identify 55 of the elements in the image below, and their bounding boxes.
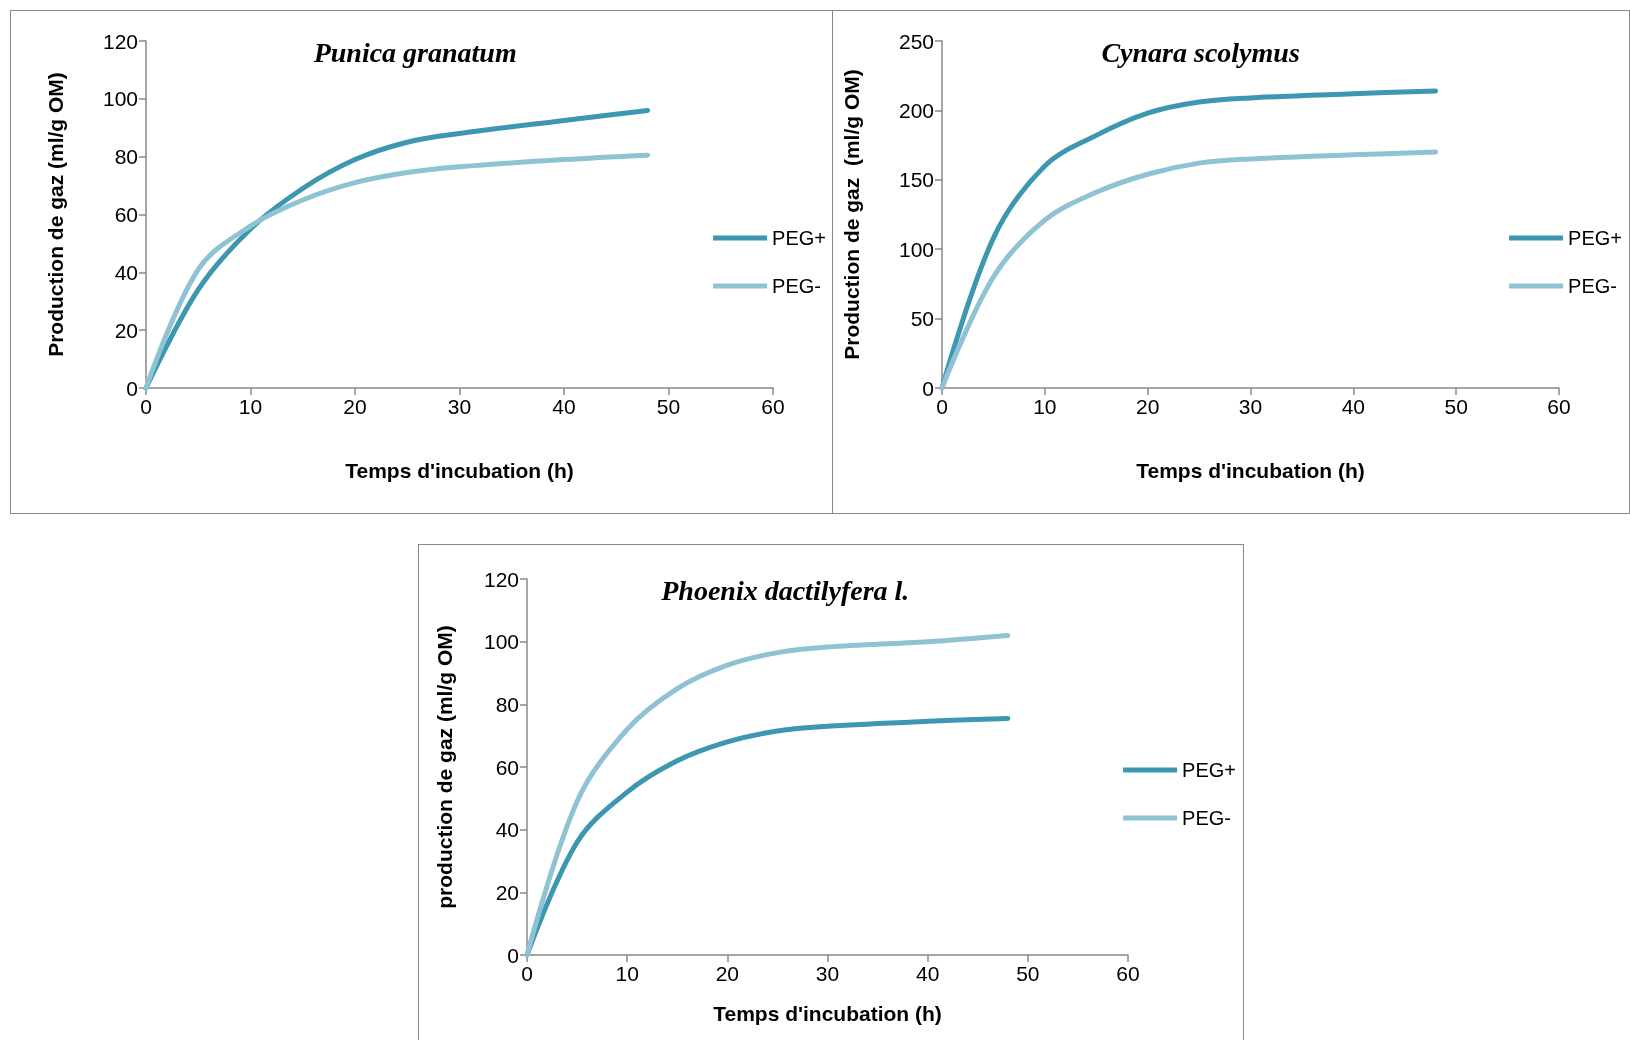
x-tick-label: 10 <box>615 962 639 985</box>
x-tick-label: 50 <box>656 395 681 418</box>
x-tick-label: 60 <box>761 395 785 418</box>
x-tick-label: 20 <box>343 395 367 418</box>
y-tick-label: 100 <box>483 630 519 654</box>
x-tick-label: 20 <box>1135 395 1160 418</box>
x-tick-label: 40 <box>552 395 576 418</box>
x-axis-title: Temps d'incubation (h) <box>713 1002 942 1025</box>
legend-label: PEG+ <box>772 227 827 249</box>
legend-label: PEG+ <box>1568 227 1623 249</box>
y-tick-label: 200 <box>898 98 934 122</box>
chart-title: Punica granatum <box>312 36 517 68</box>
y-axis-title: Production de gaz (ml/g OM) <box>840 69 863 360</box>
y-tick-label: 20 <box>114 318 138 342</box>
y-tick-label: 100 <box>102 87 138 111</box>
x-tick-label: 60 <box>1116 962 1140 985</box>
chart-title: Cynara scolymus <box>1101 36 1300 68</box>
legend-label: PEG- <box>1182 807 1231 829</box>
x-tick-label: 60 <box>1547 395 1571 418</box>
x-tick-label: 50 <box>1444 395 1468 418</box>
y-tick-label: 0 <box>507 943 519 967</box>
x-tick-label: 0 <box>140 395 152 418</box>
y-tick-label: 150 <box>898 168 934 192</box>
y-tick-label: 40 <box>495 818 519 842</box>
x-tick-label: 50 <box>1016 962 1040 985</box>
x-axis-title: Temps d'incubation (h) <box>345 459 574 482</box>
x-tick-label: 20 <box>715 962 740 985</box>
y-tick-label: 250 <box>898 29 934 53</box>
legend-label: PEG- <box>772 275 821 297</box>
legend-label: PEG+ <box>1182 759 1237 781</box>
y-tick-label: 120 <box>483 567 519 591</box>
x-tick-label: 30 <box>815 962 840 985</box>
x-tick-label: 30 <box>447 395 472 418</box>
y-tick-label: 100 <box>898 237 934 261</box>
x-axis-title: Temps d'incubation (h) <box>1136 459 1365 482</box>
y-axis-title: Production de gaz (ml/g OM) <box>44 72 67 357</box>
y-tick-label: 120 <box>102 29 138 53</box>
y-tick-label: 0 <box>922 376 934 400</box>
y-tick-label: 0 <box>126 376 138 400</box>
chart-title: Phoenix dactilyfera l. <box>660 574 910 606</box>
x-tick-label: 40 <box>1341 395 1366 418</box>
y-tick-label: 80 <box>114 145 138 169</box>
y-tick-label: 60 <box>495 755 519 779</box>
x-tick-label: 0 <box>936 395 948 418</box>
x-tick-label: 10 <box>1033 395 1057 418</box>
x-tick-label: 10 <box>238 395 263 418</box>
x-tick-label: 0 <box>521 962 533 985</box>
y-tick-label: 80 <box>495 692 519 716</box>
y-axis-title: production de gaz (ml/g OM) <box>433 625 456 909</box>
y-tick-label: 40 <box>114 260 138 284</box>
y-tick-label: 20 <box>495 880 519 904</box>
y-tick-label: 50 <box>910 307 934 331</box>
y-tick-label: 60 <box>114 203 138 226</box>
legend-label: PEG- <box>1568 275 1617 297</box>
x-tick-label: 30 <box>1238 395 1263 418</box>
